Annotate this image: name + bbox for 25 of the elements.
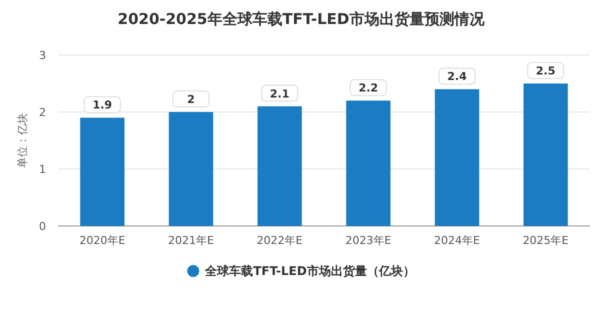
data-label: 2.4 [447, 70, 468, 84]
data-label: 2.5 [536, 64, 556, 78]
data-label: 2.2 [358, 82, 378, 95]
bar [80, 118, 124, 226]
y-tick-label: 1 [39, 163, 46, 176]
x-tick-label: 2023年E [345, 234, 392, 247]
bar [258, 106, 302, 226]
data-label: 2.1 [270, 87, 290, 100]
bar [524, 84, 568, 226]
y-tick-label: 0 [39, 220, 46, 233]
data-label: 1.9 [92, 98, 112, 112]
x-tick-label: 2025年E [522, 234, 569, 247]
y-axis-title: 单位：亿块 [16, 113, 29, 168]
bar [168, 112, 214, 226]
chart-title: 2020-2025年全球车载TFT-LED市场出货量预测情况 [118, 10, 486, 28]
x-tick-label: 2022年E [256, 234, 303, 247]
x-tick-label: 2024年E [434, 234, 480, 247]
bar [434, 89, 480, 226]
data-label: 2 [187, 93, 195, 106]
legend: 全球车载TFT-LED市场出货量（亿块） [187, 264, 415, 278]
x-tick-label: 2020年E [79, 234, 126, 247]
x-tick-label: 2021年E [168, 234, 214, 247]
bar [346, 100, 390, 226]
y-tick-label: 2 [39, 106, 46, 119]
y-tick-label: 3 [39, 49, 46, 62]
